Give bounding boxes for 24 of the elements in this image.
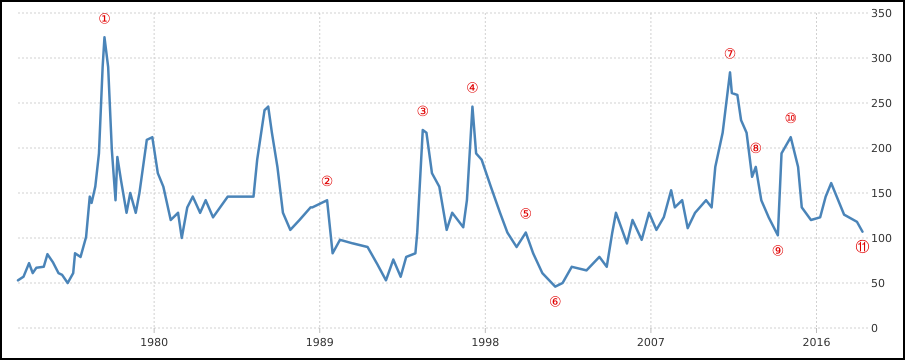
y-tick-label: 100 [871, 232, 892, 245]
annotation: ① [98, 11, 111, 28]
y-tick-label: 150 [871, 187, 892, 200]
annotation: ⑩ [784, 111, 798, 128]
y-tick-label: 50 [871, 277, 885, 290]
annotation: ④ [466, 80, 479, 97]
y-tick-label: 300 [871, 52, 892, 65]
y-tick-label: 200 [871, 142, 892, 155]
annotation: ⑥ [548, 294, 562, 311]
annotation: ⑦ [724, 46, 736, 62]
x-tick-label: 1989 [306, 336, 334, 349]
annotation: ② [320, 174, 334, 190]
annotation: ③ [416, 104, 430, 120]
y-tick-label: 0 [871, 322, 878, 335]
x-tick-label: 2016 [802, 336, 830, 349]
annotation: ⑤ [520, 206, 532, 223]
annotation: ⑨ [772, 243, 784, 260]
x-tick-label: 2007 [636, 336, 665, 349]
x-tick-label: 1998 [471, 336, 500, 349]
y-tick-label: 350 [871, 7, 892, 20]
annotation: ⑧ [749, 140, 762, 157]
x-tick-label: 1980 [140, 336, 168, 349]
y-tick-label: 250 [871, 97, 892, 110]
annotation: ⑪ [855, 240, 870, 256]
